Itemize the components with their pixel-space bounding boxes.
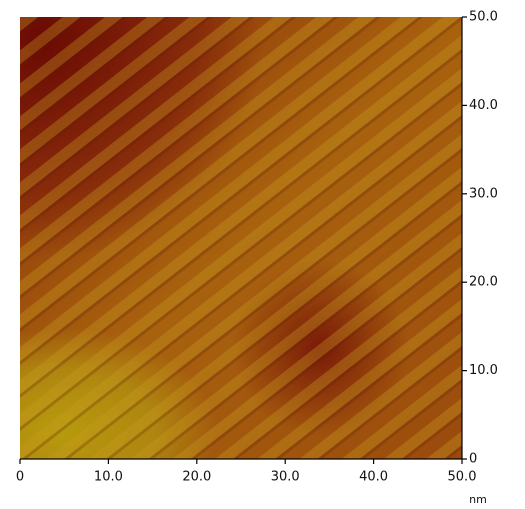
y-tick-label: 50.0: [469, 10, 498, 25]
afm-image: [20, 17, 462, 459]
x-tick-label: 40.0: [359, 470, 388, 485]
y-tick-label: 10.0: [469, 363, 498, 378]
x-tick-label: 10.0: [94, 470, 123, 485]
x-tick-label: 30.0: [271, 470, 300, 485]
y-tick-label: 40.0: [469, 98, 498, 113]
y-tick-label: 20.0: [469, 275, 498, 290]
x-unit: nm: [469, 493, 487, 506]
y-tick-label: 0: [469, 452, 477, 467]
x-tick-label: 0: [16, 470, 24, 485]
y-tick-label: 30.0: [469, 186, 498, 201]
x-tick-label: 20.0: [182, 470, 211, 485]
x-tick-label: 50.0: [448, 470, 477, 485]
